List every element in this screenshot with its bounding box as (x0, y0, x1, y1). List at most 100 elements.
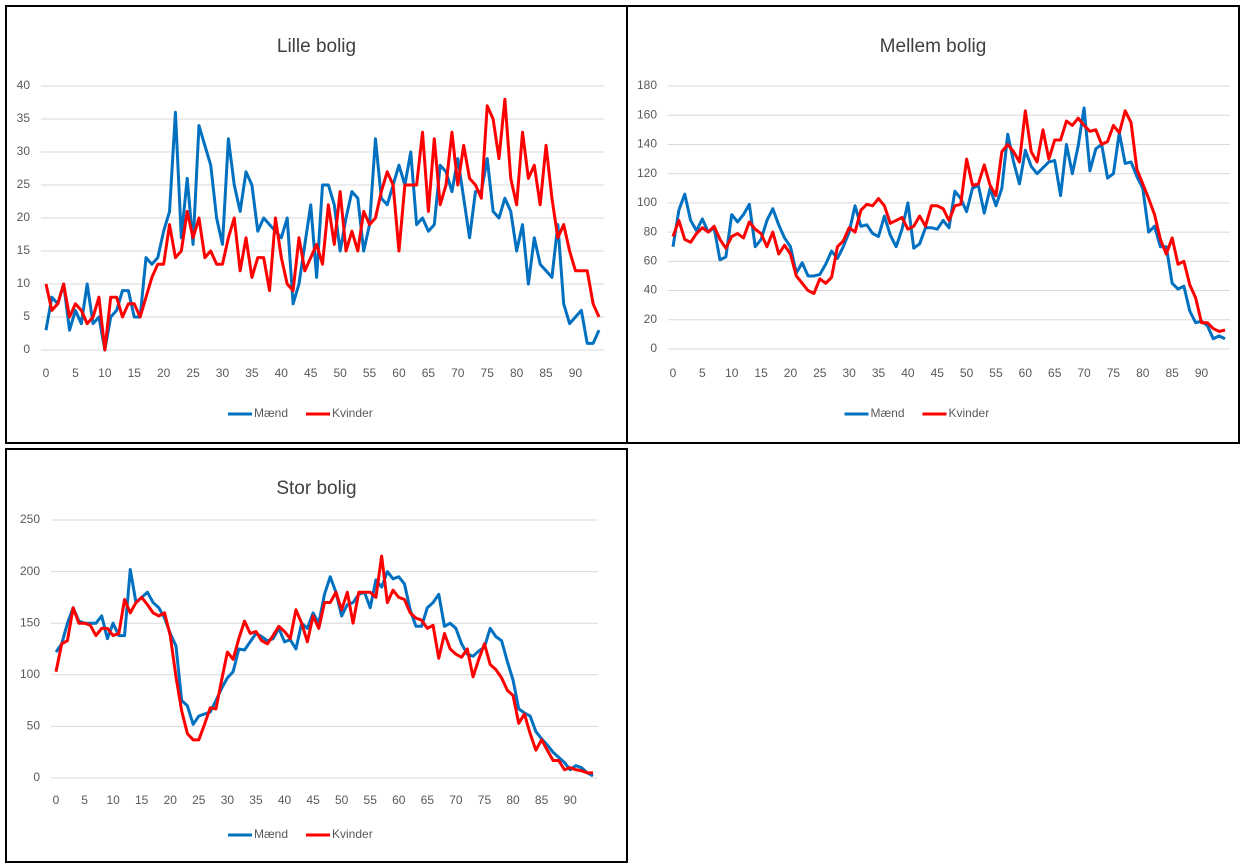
x-tick-label: 25 (186, 366, 200, 380)
x-tick-label: 80 (1136, 366, 1150, 380)
x-tick-label: 15 (135, 793, 149, 807)
y-tick-label: 140 (637, 137, 657, 151)
y-tick-label: 100 (637, 195, 657, 209)
y-tick-label: 20 (17, 210, 31, 224)
y-tick-label: 160 (637, 107, 657, 121)
y-tick-label: 150 (20, 615, 40, 629)
x-tick-label: 70 (449, 793, 463, 807)
x-tick-label: 10 (106, 793, 120, 807)
x-tick-label: 40 (275, 366, 289, 380)
y-tick-label: 120 (637, 166, 657, 180)
line-series (671, 106, 1226, 341)
legend-label: Mænd (254, 406, 288, 420)
x-tick-label: 45 (306, 793, 320, 807)
x-tick-label: 65 (421, 793, 435, 807)
x-tick-label: 50 (333, 366, 347, 380)
y-tick-label: 0 (650, 341, 657, 355)
x-tick-label: 60 (1019, 366, 1033, 380)
x-tick-label: 40 (278, 793, 292, 807)
chart: Mellem bolig 0 20 40 60 80 100 120 140 160 180 0 5 10… (637, 36, 1230, 420)
y-tick-label: 250 (20, 512, 40, 526)
x-tick-label: 55 (364, 793, 378, 807)
x-tick-label: 5 (81, 793, 88, 807)
y-tick-label: 80 (644, 224, 658, 238)
legend-label: Kvinder (332, 406, 373, 420)
x-tick-label: 60 (392, 793, 406, 807)
y-tick-label: 5 (23, 309, 30, 323)
x-tick-label: 70 (1077, 366, 1091, 380)
x-tick-label: 25 (192, 793, 206, 807)
x-tick-label: 65 (422, 366, 436, 380)
chart-frame: Mellem bolig 0 20 40 60 80 100 120 140 160 180 0 5 10… (626, 5, 1240, 444)
x-tick-label: 80 (506, 793, 520, 807)
x-tick-label: 55 (989, 366, 1003, 380)
x-tick-label: 0 (53, 793, 60, 807)
y-tick-label: 180 (637, 78, 657, 92)
chart-title: Lille bolig (277, 36, 356, 57)
line-series (44, 97, 601, 352)
x-tick-label: 0 (670, 366, 677, 380)
x-tick-label: 55 (363, 366, 377, 380)
x-tick-label: 40 (901, 366, 915, 380)
x-tick-label: 85 (539, 366, 553, 380)
line-series (54, 568, 594, 778)
y-tick-label: 40 (644, 283, 658, 297)
y-tick-label: 50 (27, 719, 41, 733)
y-tick-label: 20 (644, 312, 658, 326)
x-tick-label: 90 (569, 366, 583, 380)
y-tick-label: 0 (33, 770, 40, 784)
x-tick-label: 30 (221, 793, 235, 807)
chart: Stor bolig 0 50 100 150 200 250 0 5 10 15 20 25 30 35 4… (20, 478, 598, 841)
x-tick-label: 30 (842, 366, 856, 380)
y-tick-label: 60 (644, 254, 658, 268)
y-tick-label: 30 (17, 144, 31, 158)
legend-label: Mænd (871, 406, 905, 420)
x-tick-label: 45 (931, 366, 945, 380)
y-tick-label: 40 (17, 78, 31, 92)
chart-title: Stor bolig (276, 478, 356, 499)
x-tick-label: 75 (1107, 366, 1121, 380)
x-tick-label: 50 (335, 793, 349, 807)
y-tick-label: 0 (23, 342, 30, 356)
x-tick-label: 5 (72, 366, 79, 380)
x-tick-label: 45 (304, 366, 318, 380)
y-tick-label: 200 (20, 564, 40, 578)
x-tick-label: 35 (245, 366, 259, 380)
x-tick-label: 85 (1165, 366, 1179, 380)
x-tick-label: 10 (98, 366, 112, 380)
y-tick-label: 100 (20, 667, 40, 681)
x-tick-label: 35 (249, 793, 263, 807)
x-tick-label: 20 (164, 793, 178, 807)
x-tick-label: 65 (1048, 366, 1062, 380)
x-tick-label: 35 (872, 366, 886, 380)
legend-label: Mænd (254, 827, 288, 841)
x-tick-label: 30 (216, 366, 230, 380)
x-tick-label: 75 (481, 366, 495, 380)
legend-label: Kvinder (949, 406, 990, 420)
x-tick-label: 70 (451, 366, 465, 380)
y-tick-label: 15 (17, 243, 31, 257)
x-tick-label: 15 (128, 366, 142, 380)
x-tick-label: 85 (535, 793, 549, 807)
line-series (44, 110, 601, 352)
x-tick-label: 5 (699, 366, 706, 380)
chart-title: Mellem bolig (880, 36, 987, 57)
x-tick-label: 25 (813, 366, 827, 380)
y-tick-label: 25 (17, 177, 31, 191)
chart-frame: Lille bolig 0 5 10 15 20 25 30 35 40 0 5 10 15 20 25 30 3… (5, 5, 628, 444)
x-tick-label: 10 (725, 366, 739, 380)
x-tick-label: 20 (157, 366, 171, 380)
x-tick-label: 0 (43, 366, 50, 380)
chart: Lille bolig 0 5 10 15 20 25 30 35 40 0 5 10 15 20 25 30 3… (17, 36, 604, 420)
x-tick-label: 80 (510, 366, 524, 380)
x-tick-label: 20 (784, 366, 798, 380)
legend-label: Kvinder (332, 827, 373, 841)
x-tick-label: 75 (478, 793, 492, 807)
line-series (54, 554, 593, 775)
line-series (671, 109, 1226, 333)
x-tick-label: 60 (392, 366, 406, 380)
x-tick-label: 90 (1195, 366, 1209, 380)
y-tick-label: 10 (17, 276, 31, 290)
x-tick-label: 50 (960, 366, 974, 380)
